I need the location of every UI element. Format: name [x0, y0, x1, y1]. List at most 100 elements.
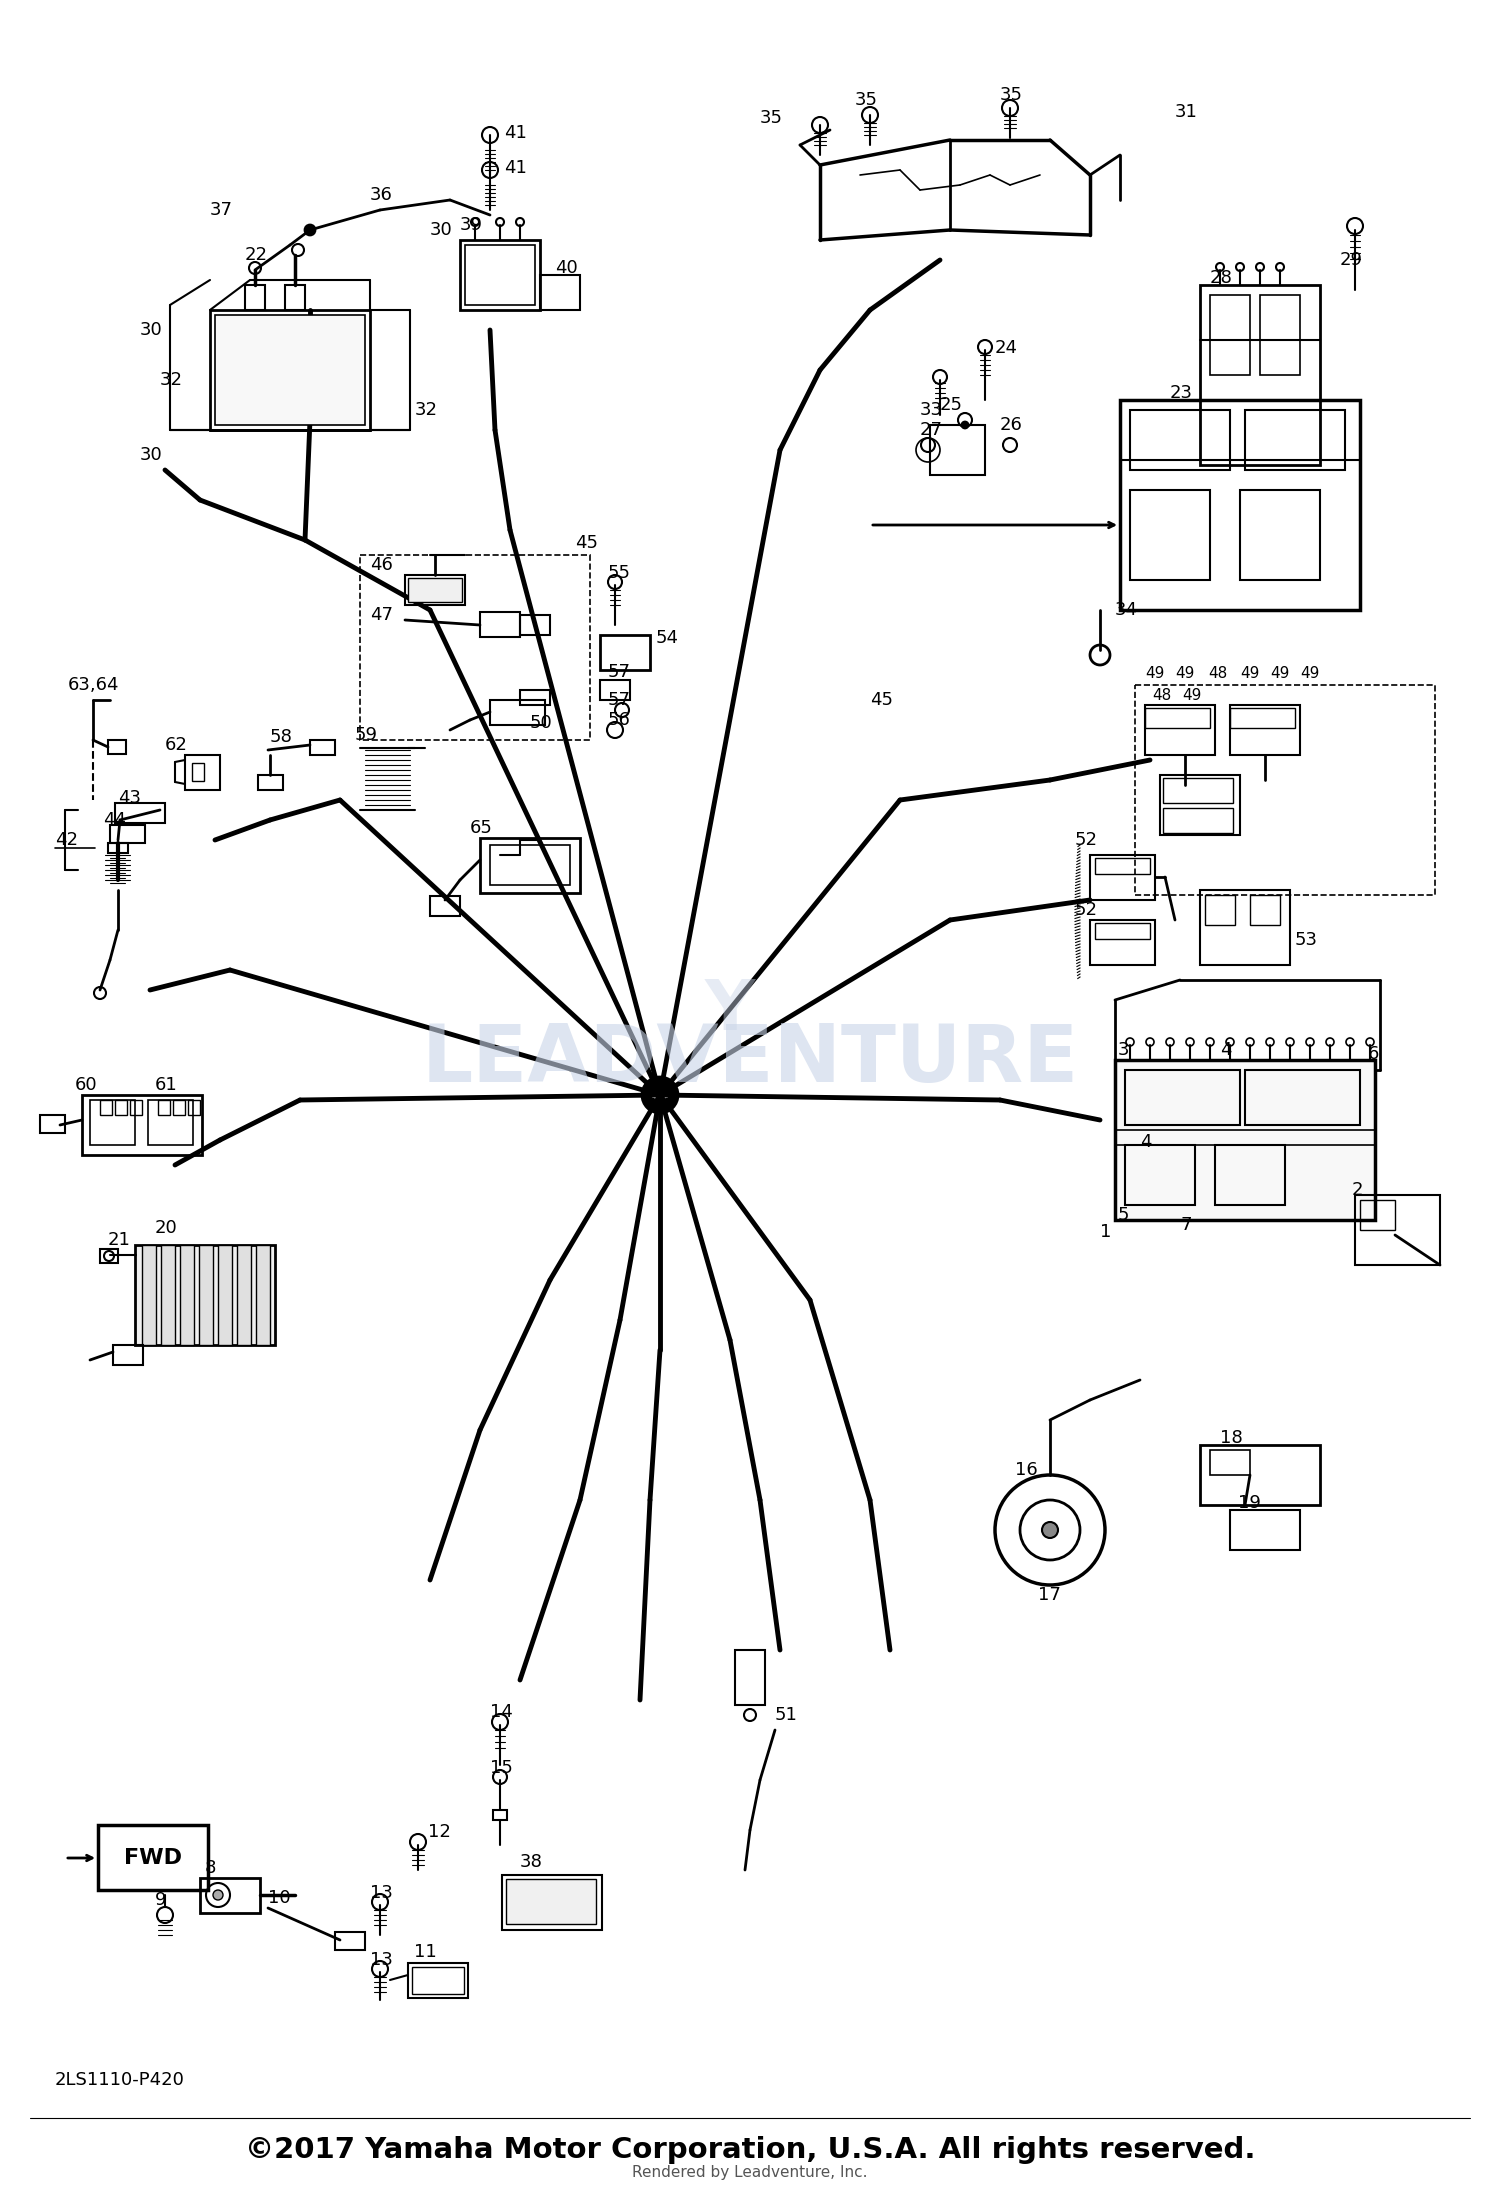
Text: 32: 32: [416, 400, 438, 420]
Text: 6: 6: [1368, 1045, 1380, 1062]
Text: 35: 35: [1000, 85, 1023, 105]
Text: 49: 49: [1240, 665, 1260, 680]
Bar: [1125, 1069, 1240, 1126]
Bar: [490, 846, 570, 885]
Bar: [158, 1100, 170, 1115]
Bar: [244, 284, 266, 310]
Circle shape: [648, 1100, 656, 1106]
Text: 53: 53: [1294, 931, 1318, 949]
Text: 24: 24: [994, 339, 1018, 356]
Text: 49: 49: [1144, 665, 1164, 680]
Text: 20: 20: [154, 1220, 177, 1237]
Bar: [135, 1246, 274, 1344]
Bar: [413, 1967, 464, 1994]
Bar: [520, 614, 550, 634]
Bar: [90, 1100, 135, 1145]
Text: 49: 49: [1174, 665, 1194, 680]
Text: 14: 14: [490, 1703, 513, 1720]
Bar: [930, 424, 986, 474]
Bar: [1200, 890, 1290, 964]
Bar: [334, 1932, 364, 1950]
Bar: [237, 1246, 250, 1344]
Text: 25: 25: [940, 396, 963, 413]
Circle shape: [213, 1891, 223, 1900]
Bar: [214, 315, 364, 424]
Text: 8: 8: [206, 1858, 216, 1878]
Text: 35: 35: [855, 92, 877, 109]
Bar: [1130, 490, 1210, 579]
Bar: [1260, 295, 1300, 376]
Text: 49: 49: [1270, 665, 1290, 680]
Text: 45: 45: [574, 533, 598, 553]
Text: 29: 29: [1340, 251, 1364, 269]
Text: 41: 41: [504, 125, 526, 142]
Bar: [1215, 1145, 1286, 1204]
Bar: [600, 634, 650, 669]
Bar: [1144, 706, 1215, 754]
Text: 57: 57: [608, 691, 631, 708]
Bar: [180, 1246, 194, 1344]
Text: 12: 12: [427, 1823, 451, 1841]
Text: 59: 59: [356, 726, 378, 743]
Text: 11: 11: [414, 1943, 436, 1961]
Bar: [258, 776, 284, 789]
Text: 13: 13: [370, 1884, 393, 1902]
Bar: [1245, 1069, 1360, 1126]
Text: 45: 45: [870, 691, 892, 708]
Text: 10: 10: [268, 1889, 291, 1906]
Bar: [172, 1100, 184, 1115]
Bar: [1210, 295, 1249, 376]
Text: 57: 57: [608, 662, 631, 682]
Bar: [142, 1246, 156, 1344]
Bar: [1095, 857, 1150, 874]
Bar: [1162, 809, 1233, 833]
Bar: [148, 1100, 194, 1145]
Bar: [1204, 894, 1234, 925]
Bar: [1160, 776, 1240, 835]
Bar: [1144, 708, 1210, 728]
Bar: [1200, 1445, 1320, 1504]
Text: 61: 61: [154, 1076, 177, 1093]
Bar: [40, 1115, 64, 1132]
Bar: [494, 1810, 507, 1821]
Bar: [200, 1246, 213, 1344]
Bar: [217, 1246, 232, 1344]
Text: 23: 23: [1170, 385, 1192, 402]
Text: 47: 47: [370, 606, 393, 623]
Bar: [1210, 1449, 1249, 1476]
Circle shape: [642, 1078, 678, 1113]
Text: 34: 34: [1114, 601, 1138, 619]
Bar: [100, 1100, 112, 1115]
Text: 49: 49: [1300, 665, 1320, 680]
Text: 7: 7: [1180, 1215, 1191, 1235]
Bar: [100, 1248, 118, 1264]
Text: FWD: FWD: [124, 1847, 182, 1869]
Text: 30: 30: [140, 321, 162, 339]
Bar: [98, 1825, 208, 1891]
Text: 31: 31: [1174, 103, 1198, 120]
Bar: [184, 754, 220, 789]
Text: 27: 27: [920, 422, 944, 439]
Bar: [110, 824, 146, 844]
Bar: [256, 1246, 270, 1344]
Bar: [116, 802, 165, 822]
Bar: [460, 240, 540, 310]
Bar: [405, 575, 465, 606]
Bar: [130, 1100, 142, 1115]
Text: 2LS1110-P420: 2LS1110-P420: [56, 2070, 184, 2090]
Bar: [1360, 1200, 1395, 1231]
Bar: [430, 896, 460, 916]
Bar: [188, 1100, 200, 1115]
Bar: [1090, 920, 1155, 964]
Circle shape: [648, 1082, 656, 1091]
Bar: [503, 1876, 602, 1930]
Text: 5: 5: [1118, 1207, 1130, 1224]
Text: 26: 26: [1000, 415, 1023, 435]
Text: 60: 60: [75, 1076, 98, 1093]
Circle shape: [652, 1089, 668, 1102]
Text: 48: 48: [1208, 665, 1227, 680]
Text: 2: 2: [1352, 1180, 1364, 1198]
Bar: [1114, 1060, 1376, 1220]
Text: 4: 4: [1140, 1132, 1152, 1152]
Text: 56: 56: [608, 710, 631, 728]
